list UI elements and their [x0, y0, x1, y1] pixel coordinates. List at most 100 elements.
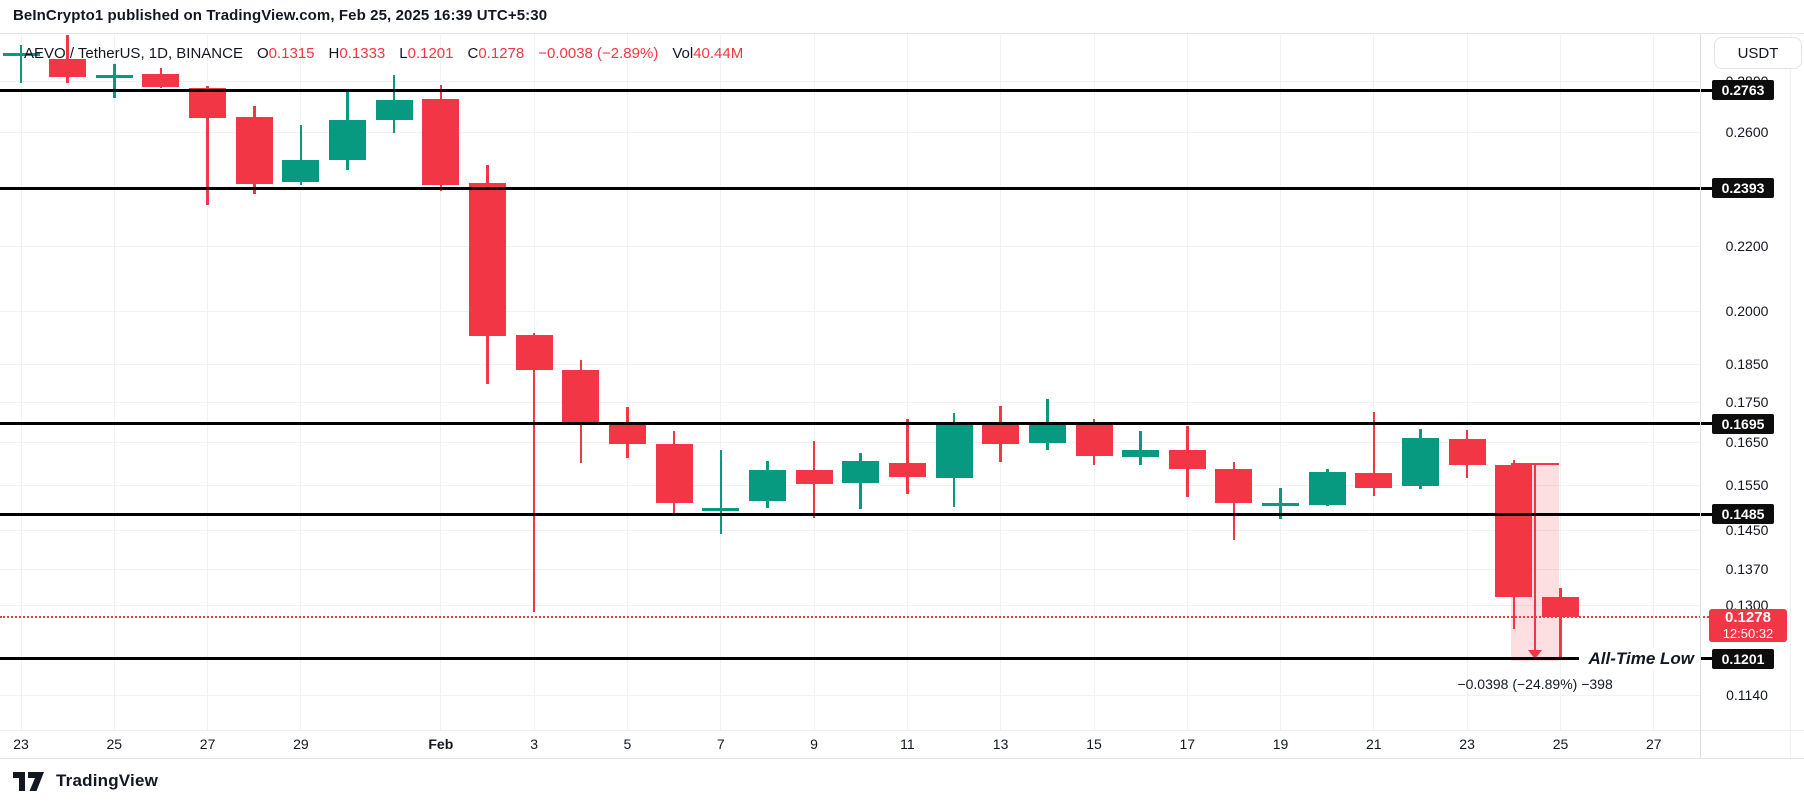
- legend-change: −0.0038 (−2.89%): [538, 45, 659, 62]
- candle-wick-Jan-25: [113, 64, 116, 99]
- candle-Feb-23: [1448, 439, 1486, 465]
- candle-Feb-15: [1075, 422, 1113, 457]
- vertical-gridline: [207, 33, 209, 730]
- candle-Jan-23: [2, 53, 40, 57]
- vertical-gridline: [1280, 33, 1281, 730]
- candle-wick-Jan-23: [19, 45, 23, 84]
- vertical-gridline: [1653, 33, 1655, 730]
- candle-Feb-4: [562, 370, 600, 424]
- horizontal-gridline: [0, 310, 1700, 312]
- horizontal-gridline: [0, 131, 1700, 133]
- time-axis-label: 13: [992, 736, 1009, 752]
- candle-Jan-25: [95, 74, 133, 78]
- time-axis-label: 25: [106, 736, 123, 752]
- vertical-gridline: [813, 33, 815, 730]
- time-axis-separator-top: [0, 730, 1804, 731]
- currency-toggle-button[interactable]: USDT: [1714, 37, 1802, 69]
- horizontal-gridline: [0, 484, 1700, 486]
- price-level-badge[interactable]: 0.1485: [1712, 504, 1774, 524]
- time-axis-label: 17: [1179, 736, 1196, 752]
- time-axis-label: 9: [810, 736, 818, 752]
- measurement-arrow-line: [1534, 465, 1537, 652]
- candle-wick-Feb-21: [1372, 412, 1376, 496]
- support-resistance-line[interactable]: [0, 657, 1714, 661]
- price-tick-label: 0.2600: [1725, 123, 1769, 140]
- support-resistance-line[interactable]: [0, 88, 1714, 92]
- time-axis-label: 19: [1272, 736, 1289, 752]
- tradingview-logo-text: TradingView: [56, 771, 159, 790]
- candle-Feb-6: [655, 443, 693, 503]
- horizontal-gridline: [0, 80, 1700, 82]
- time-axis-label: 23: [13, 736, 29, 752]
- time-axis-label: Feb: [428, 736, 454, 752]
- candle-Jan-30: [329, 119, 367, 160]
- candle-Feb-12: [935, 422, 973, 478]
- time-axis-label: 25: [1552, 736, 1569, 752]
- vertical-gridline: [300, 33, 302, 730]
- candle-Feb-21: [1355, 473, 1393, 488]
- candle-wick-Feb-3: [532, 333, 536, 612]
- candle-wick-Feb-11: [906, 418, 909, 495]
- legend-symbol[interactable]: AEVO / TetherUS, 1D, BINANCE: [24, 45, 243, 62]
- support-resistance-line[interactable]: [0, 512, 1714, 516]
- measurement-label[interactable]: −0.0398 (−24.89%) −398: [1457, 675, 1613, 692]
- price-tick-label: 0.2000: [1725, 302, 1769, 319]
- vertical-gridline: [1466, 33, 1468, 730]
- candle-wick-Feb-7: [719, 449, 722, 534]
- support-resistance-line[interactable]: [0, 186, 1714, 190]
- candle-Feb-13: [982, 422, 1020, 445]
- current-price-line[interactable]: [0, 615, 1712, 618]
- vertical-gridline: [720, 33, 722, 730]
- current-price-value: 0.1278: [1725, 608, 1771, 626]
- time-axis-label: 27: [199, 736, 216, 752]
- horizontal-gridline: [0, 363, 1700, 365]
- price-tick-label: 0.1550: [1725, 476, 1769, 493]
- legend-high: H 0.1333: [328, 45, 386, 62]
- price-tick-label: 0.2200: [1725, 237, 1769, 254]
- candle-Feb-2: [469, 183, 506, 336]
- candle-Jan-28: [235, 117, 273, 184]
- tradingview-logo[interactable]: TradingView: [13, 771, 158, 791]
- right-edge-line: [1790, 33, 1791, 758]
- time-axis-label: 3: [530, 736, 538, 752]
- candle-Jan-24: [49, 59, 87, 77]
- candle-Feb-11: [888, 462, 926, 477]
- candle-Feb-18: [1215, 468, 1253, 503]
- price-tick-label: 0.1750: [1725, 393, 1769, 410]
- vertical-gridline: [906, 33, 908, 730]
- price-axis-separator: [1700, 33, 1701, 758]
- price-level-badge[interactable]: 0.1201: [1712, 648, 1774, 669]
- time-axis-label: 15: [1086, 736, 1102, 752]
- current-price-badge[interactable]: 0.1278 12:50:32: [1709, 608, 1787, 642]
- legend-low: L 0.1201: [399, 45, 454, 62]
- vertical-gridline: [113, 33, 115, 730]
- price-tick-label: 0.1370: [1725, 561, 1769, 577]
- time-axis-separator-bottom: [0, 758, 1804, 759]
- time-axis-label: 23: [1459, 736, 1475, 752]
- vertical-gridline: [626, 33, 628, 730]
- price-tick-label: 0.1650: [1725, 434, 1769, 450]
- all-time-low-label[interactable]: All-Time Low: [1578, 647, 1700, 670]
- candle-Feb-3: [515, 335, 553, 371]
- candle-wick-Feb-25: [1559, 587, 1562, 659]
- time-axis-label: 21: [1366, 736, 1382, 752]
- horizontal-gridline: [0, 530, 1700, 532]
- legend-volume: Vol 40.44M: [672, 45, 744, 62]
- candle-Feb-25: [1542, 597, 1579, 617]
- candle-wick-Feb-16: [1139, 430, 1142, 466]
- price-level-badge[interactable]: 0.2763: [1712, 80, 1774, 100]
- vertical-gridline: [1373, 33, 1375, 730]
- candle-Feb-10: [842, 461, 880, 484]
- price-level-badge[interactable]: 0.2393: [1712, 178, 1774, 199]
- candle-Feb-7: [702, 507, 740, 512]
- price-level-badge[interactable]: 0.1695: [1712, 413, 1774, 434]
- legend-close: C 0.1278: [467, 45, 525, 62]
- support-resistance-line[interactable]: [0, 422, 1714, 426]
- vertical-gridline: [20, 33, 22, 730]
- horizontal-gridline: [0, 604, 1700, 606]
- time-axis-label: 5: [623, 736, 632, 752]
- candle-Jan-26: [142, 73, 180, 87]
- candle-Feb-1: [422, 99, 460, 185]
- candle-Jan-29: [282, 159, 320, 183]
- candle-wick-Jan-27: [206, 85, 209, 205]
